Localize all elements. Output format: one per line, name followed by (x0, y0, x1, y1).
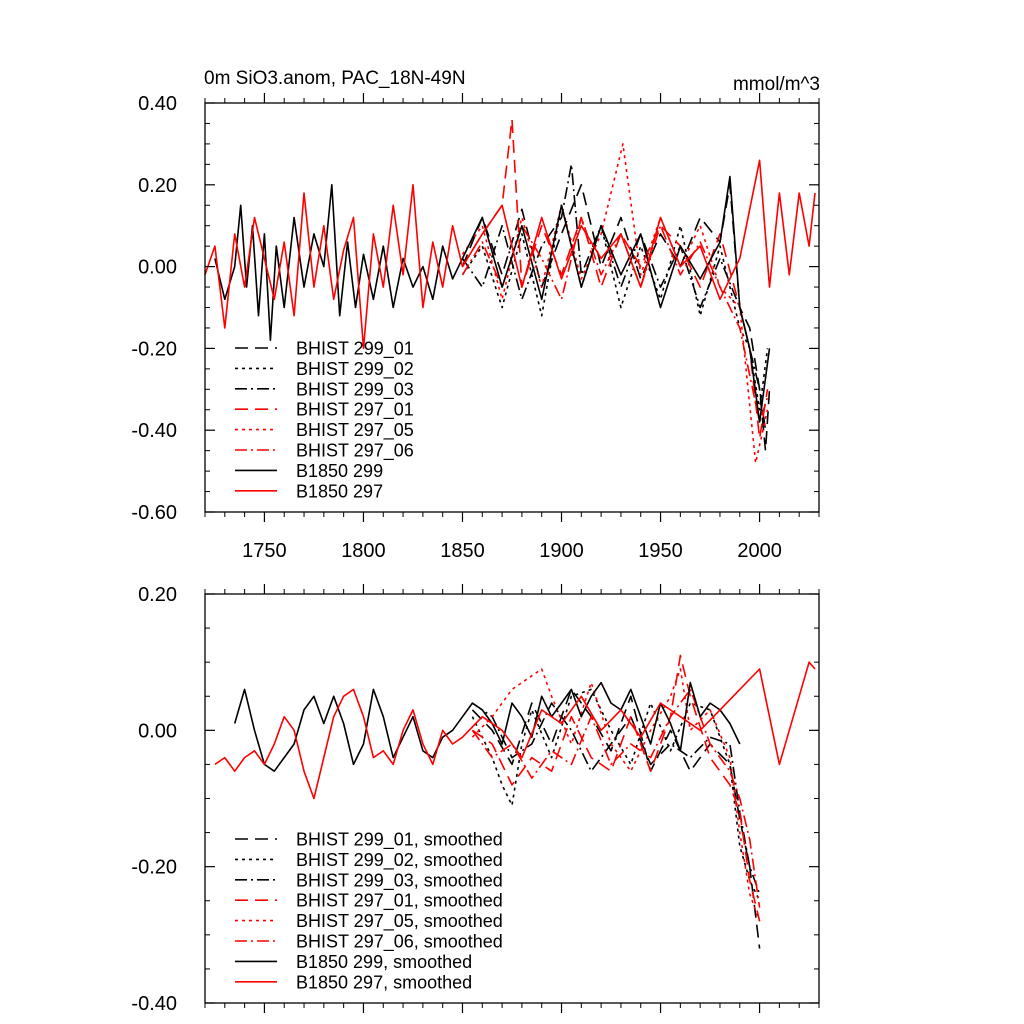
x-tick-label: 1900 (539, 540, 584, 562)
legend-label: BHIST 297_06 (296, 441, 414, 462)
bottom-axes: 0.20 0.00 -0.20 -0.40 (131, 584, 820, 1015)
legend-label: B1850 299 (296, 461, 383, 481)
top-title-left: 0m SiO3.anom, PAC_18N-49N (204, 68, 466, 89)
y-tick-label: -0.20 (131, 338, 177, 360)
legend-label: BHIST 297_05, smoothed (296, 911, 503, 932)
legend-label: BHIST 299_03, smoothed (296, 870, 503, 891)
series-line-0-7 (204, 159, 816, 350)
series-line-0-2 (461, 163, 767, 431)
y-tick-label: -0.40 (131, 993, 177, 1015)
legend-label: BHIST 297_01, smoothed (296, 891, 503, 912)
series-line-0-4 (461, 143, 769, 464)
legend-label: BHIST 299_02 (296, 359, 414, 380)
legend-label: B1850 299, smoothed (296, 952, 472, 972)
legend-label: BHIST 299_03 (296, 379, 414, 400)
series-line-1-7 (214, 661, 816, 800)
legend-label: BHIST 299_01 (296, 339, 414, 360)
series-line-1-6 (233, 681, 741, 773)
series-line-1-4 (471, 668, 761, 922)
x-tick-label: 1950 (638, 540, 683, 562)
x-tick-label: 2000 (737, 540, 782, 562)
y-tick-label: 0.20 (138, 584, 177, 606)
series-line-0-3 (461, 118, 769, 440)
y-tick-label: 0.00 (138, 257, 177, 279)
legend-label: B1850 297, smoothed (296, 972, 472, 992)
legend-label: BHIST 299_01, smoothed (296, 830, 503, 851)
series-line-0-1 (461, 204, 769, 411)
x-tick-label: 1800 (341, 540, 386, 562)
series-line-1-5 (471, 688, 761, 908)
series-line-1-3 (471, 654, 761, 922)
x-tick-label: 1750 (242, 540, 287, 562)
y-tick-label: 0.00 (138, 720, 177, 742)
top-title-right: mmol/m^3 (733, 74, 820, 95)
top-series-group (204, 118, 816, 464)
y-tick-label: 0.20 (138, 175, 177, 197)
series-line-0-0 (461, 184, 771, 452)
legend-label: B1850 297 (296, 481, 383, 501)
x-tick-label: 1850 (440, 540, 485, 562)
y-tick-label: 0.40 (138, 93, 177, 115)
top-panel: 0m SiO3.anom, PAC_18N-49N mmol/m^3 0.400… (131, 68, 820, 562)
bottom-panel: 0.20 0.00 -0.20 -0.40 BHIST 299_01, smoothe… (131, 584, 820, 1015)
series-line-0-5 (461, 216, 769, 423)
bottom-series-group (214, 654, 816, 949)
y-tick-label: -0.60 (131, 502, 177, 524)
series-line-1-1 (471, 688, 761, 902)
y-tick-label: -0.20 (131, 857, 177, 879)
y-tick-label: -0.40 (131, 420, 177, 442)
legend-label: BHIST 297_01 (296, 400, 414, 421)
legend-label: BHIST 299_02, smoothed (296, 850, 503, 871)
top-axes: 0.40 0.20 0.00 -0.20 -0.40 -0.60 1750 1800 1850 1… (131, 93, 820, 562)
legend-label: BHIST 297_06, smoothed (296, 932, 503, 953)
legend-label: BHIST 297_05 (296, 420, 414, 441)
series-line-0-6 (214, 175, 771, 423)
series-line-1-2 (471, 702, 761, 895)
